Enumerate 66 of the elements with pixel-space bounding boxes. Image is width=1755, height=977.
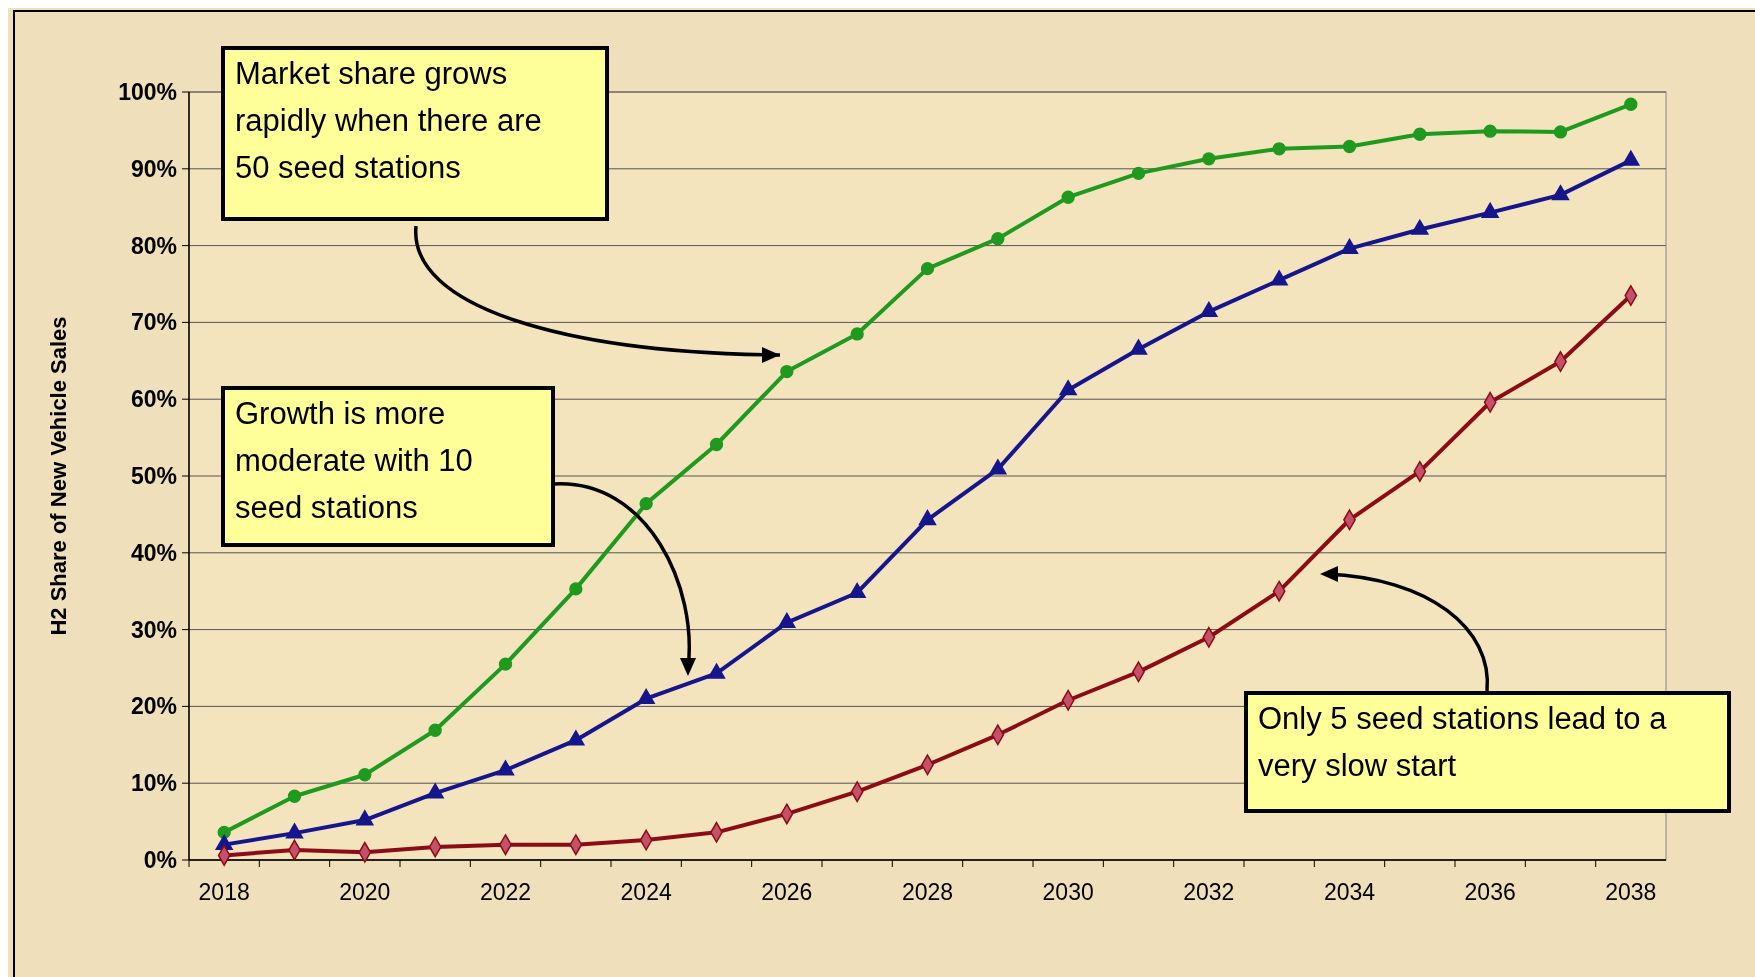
point [1061,190,1075,204]
point [426,783,444,799]
point [428,723,442,737]
x-tick-label: 2018 [198,879,250,905]
point [1202,152,1216,166]
x-tick-label: 2024 [620,879,672,905]
point [991,232,1005,246]
x-tick-label: 2034 [1323,879,1376,905]
point [567,730,585,746]
y-tick-label: 0% [143,847,177,874]
annotation: Market share grows rapidly when there are 50 seed stations [235,56,542,185]
y-tick-label: 40% [130,539,177,566]
point [1059,380,1077,396]
point [1342,139,1357,154]
annotation: Only 5 seed stations lead to a very slow start [1258,701,1668,783]
y-tick-label: 90% [130,155,177,182]
point [1413,127,1427,141]
point [356,810,374,826]
point [287,789,302,803]
point [569,582,583,596]
point [1553,125,1568,139]
point [637,688,655,705]
y-axis-title: H2 Share of New Vehicle Sales [46,316,71,636]
y-tick-label: 80% [130,232,177,259]
y-tick-label: 30% [130,616,177,643]
point [920,261,935,276]
x-tick-label: 2038 [1605,879,1657,905]
point [918,509,937,526]
point [1481,202,1499,218]
point [780,364,794,379]
y-tick-label: 50% [130,463,177,490]
y-tick-label: 100% [118,79,177,106]
point [285,823,304,839]
x-tick-label: 2022 [479,879,532,905]
annotation: Growth is more moderate with 10 seed stations [235,396,473,525]
x-tick-label: 2036 [1464,879,1516,905]
point [1200,301,1218,317]
point [639,496,653,511]
point [709,437,724,452]
point [1483,124,1497,138]
point [1624,97,1638,111]
point [496,760,515,776]
point [707,663,726,679]
point [1129,339,1148,355]
point [358,768,372,782]
point [1622,150,1640,166]
x-tick-label: 2026 [761,879,813,905]
point [1340,238,1359,255]
y-tick-label: 70% [130,309,177,336]
x-tick-label: 2020 [339,879,391,905]
y-tick-label: 60% [130,386,177,413]
point [848,582,866,599]
x-tick-label: 2028 [901,879,954,905]
point [778,612,796,629]
point [1272,142,1286,156]
point [1270,270,1288,286]
point [1551,184,1570,201]
point [1411,219,1429,235]
x-tick-label: 2030 [1042,879,1094,905]
point [1131,166,1146,181]
point [498,657,513,671]
y-tick-label: 10% [130,770,177,797]
point [989,459,1007,475]
y-tick-label: 20% [130,693,177,720]
x-tick-label: 2032 [1183,879,1235,905]
point [850,327,864,341]
